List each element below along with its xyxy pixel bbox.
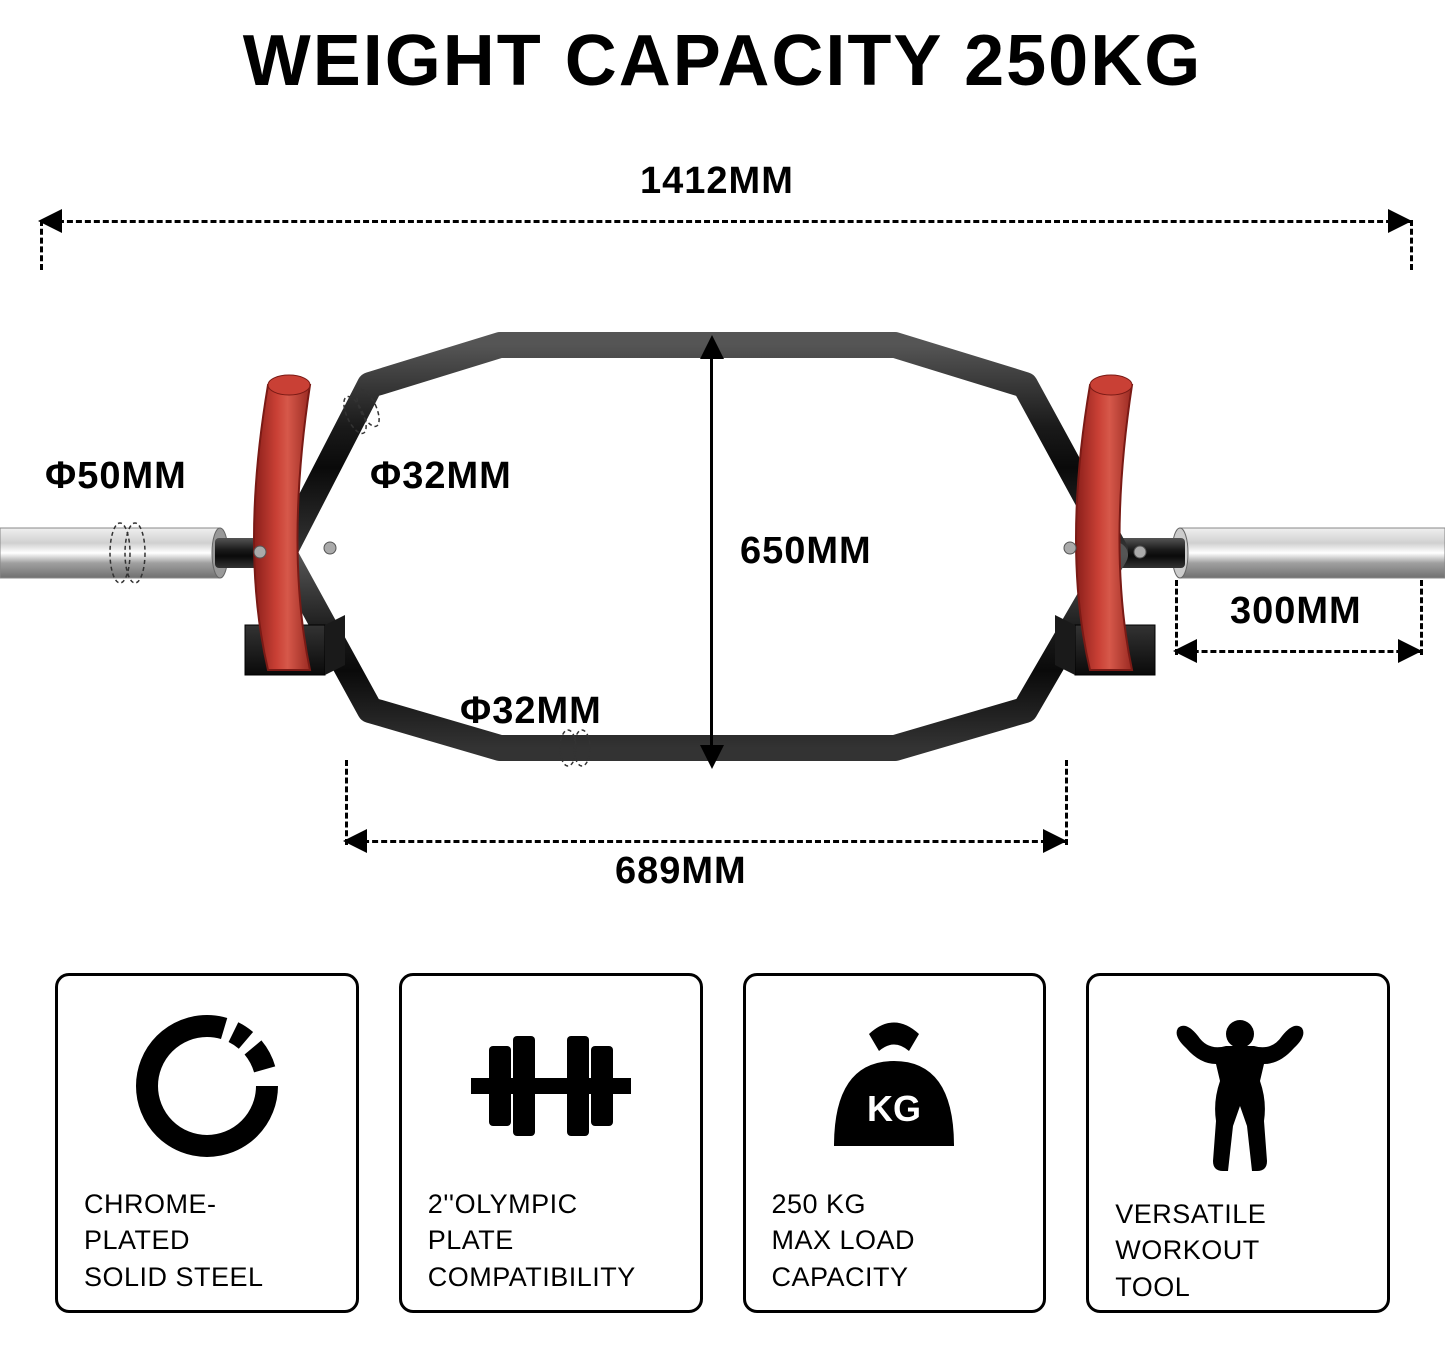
feature-label: VERSATILE WORKOUT TOOL xyxy=(1115,1196,1266,1305)
feature-label: CHROME- PLATED SOLID STEEL xyxy=(84,1186,264,1295)
bodybuilder-icon xyxy=(1115,1006,1361,1176)
dim-inner-width: 689MM xyxy=(615,850,747,893)
dim-ext xyxy=(1420,580,1423,655)
dim-line-height xyxy=(710,350,713,750)
trap-bar-diagram: 1412MM xyxy=(0,150,1445,930)
dim-sleeve-length: 300MM xyxy=(1230,590,1362,633)
feature-versatile: VERSATILE WORKOUT TOOL xyxy=(1086,973,1390,1313)
feature-olympic-plate: 2''OLYMPIC PLATE COMPATIBILITY xyxy=(399,973,703,1313)
dim-ext xyxy=(1175,580,1178,655)
trap-bar-svg xyxy=(0,150,1445,930)
dim-ext xyxy=(345,760,348,845)
features-row: CHROME- PLATED SOLID STEEL 2''OLYMPIC PL… xyxy=(55,973,1390,1313)
arrow-icon xyxy=(1398,639,1422,663)
feature-label: 250 KG MAX LOAD CAPACITY xyxy=(772,1186,916,1295)
feature-chrome-steel: CHROME- PLATED SOLID STEEL xyxy=(55,973,359,1313)
dim-grip-top: Φ32MM xyxy=(370,455,512,498)
page-title: WEIGHT CAPACITY 250KG xyxy=(0,20,1445,102)
dim-height: 650MM xyxy=(740,530,872,573)
dim-line-sleeve xyxy=(1175,650,1420,653)
arrow-icon xyxy=(700,335,724,359)
dim-sleeve-diameter: Φ50MM xyxy=(45,455,187,498)
svg-text:KG: KG xyxy=(867,1088,921,1129)
dim-ext xyxy=(1065,760,1068,845)
ring-icon xyxy=(84,1006,330,1166)
dumbbell-icon xyxy=(428,1006,674,1166)
dim-grip-bottom: Φ32MM xyxy=(460,690,602,733)
arrow-icon xyxy=(1043,829,1067,853)
feature-max-load: KG 250 KG MAX LOAD CAPACITY xyxy=(743,973,1047,1313)
feature-label: 2''OLYMPIC PLATE COMPATIBILITY xyxy=(428,1186,636,1295)
dim-line-inner xyxy=(345,840,1065,843)
kettlebell-icon: KG xyxy=(772,1006,1018,1166)
arrow-icon xyxy=(700,745,724,769)
